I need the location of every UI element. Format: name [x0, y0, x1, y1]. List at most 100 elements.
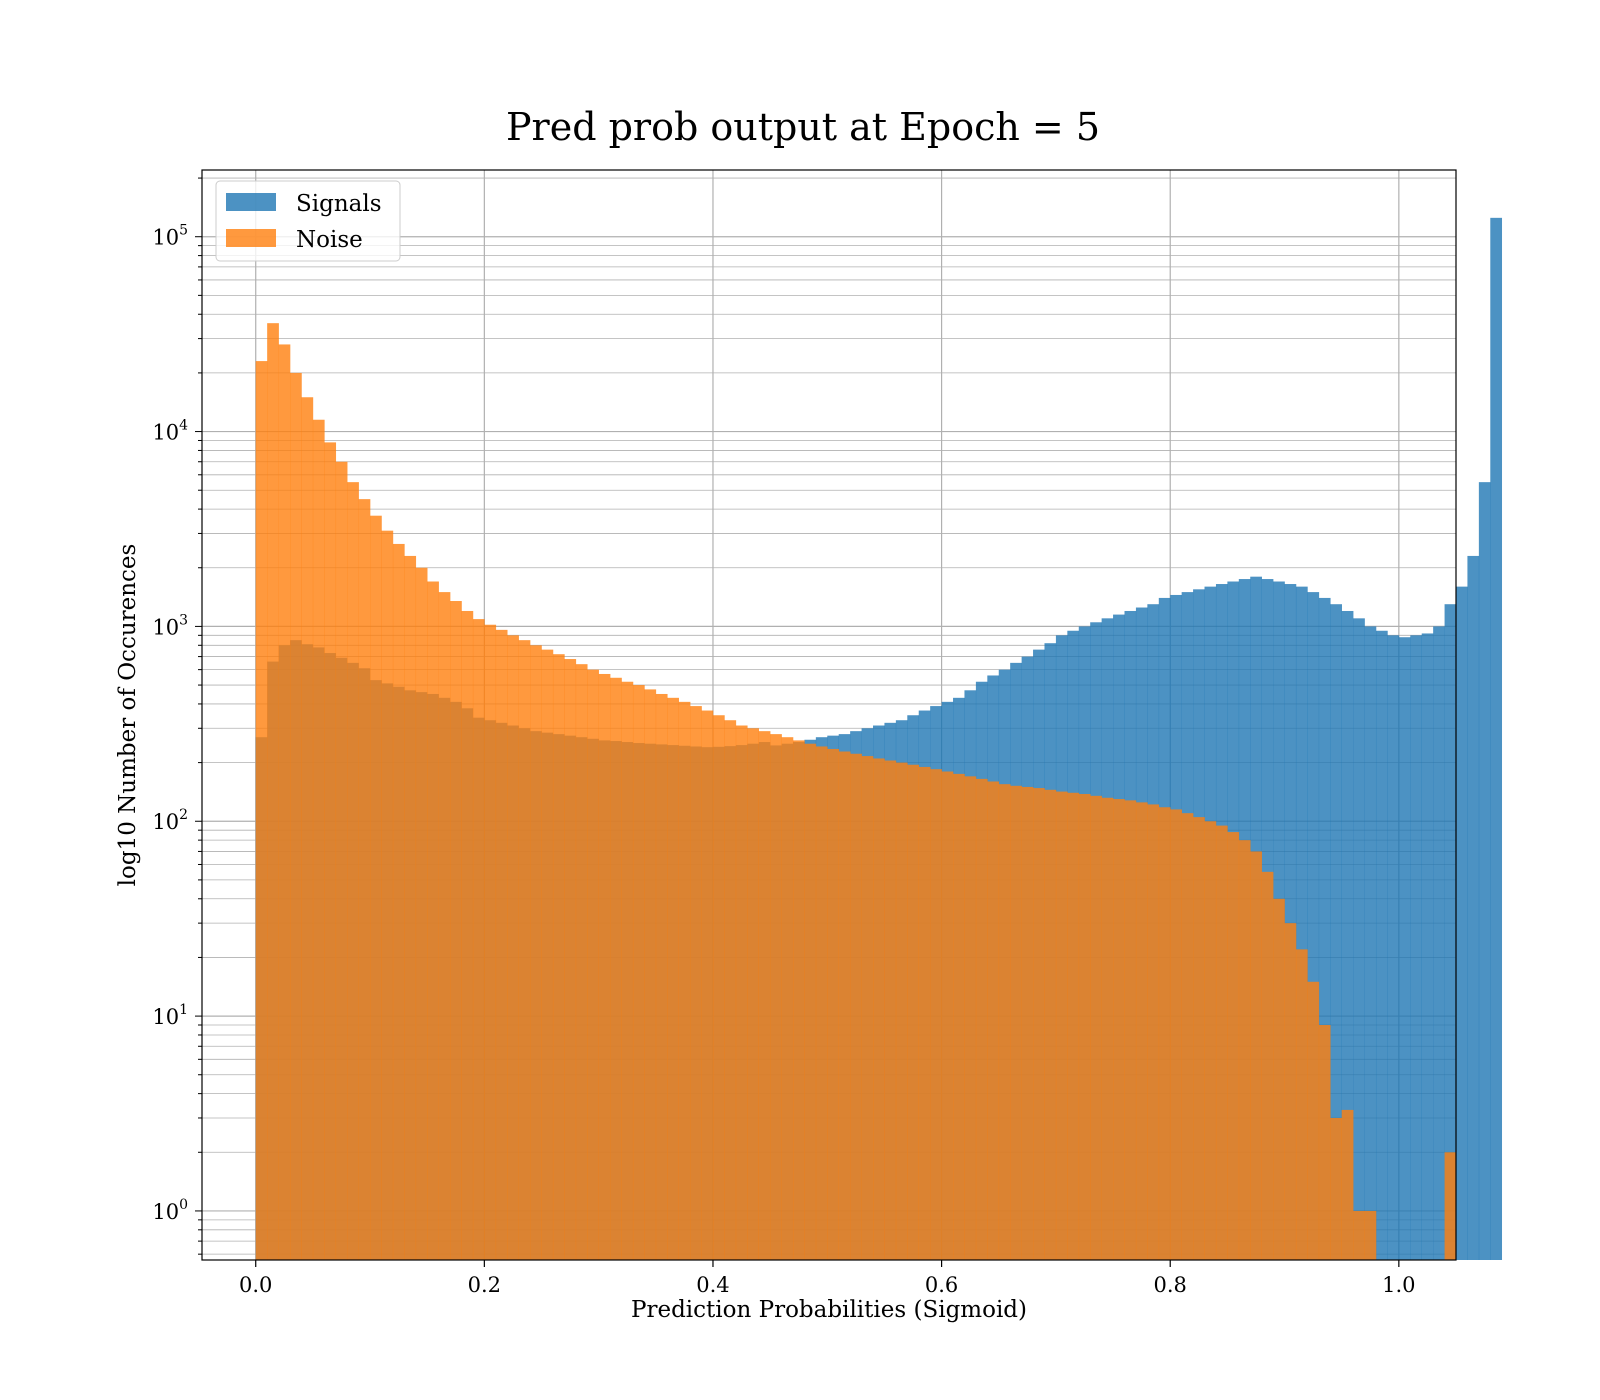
histogram-bar [792, 740, 805, 1260]
histogram-bar [747, 728, 759, 1260]
histogram-bar [484, 624, 497, 1260]
histogram-bar [1444, 1152, 1457, 1260]
histogram-bar [678, 701, 691, 1260]
histogram-bar [347, 482, 359, 1260]
histogram-bar [987, 781, 1000, 1260]
y-tick-label-exponent: 5 [179, 223, 188, 239]
histogram-bar [1295, 586, 1308, 1260]
histogram-bar [278, 344, 291, 1260]
y-tick-label-base: 10 [152, 615, 179, 639]
histogram-bar [644, 689, 657, 1260]
histogram-bar [415, 567, 428, 1260]
histogram-bar [712, 715, 725, 1260]
histogram-bar [1055, 791, 1068, 1260]
y-tick-label-base: 10 [152, 1005, 179, 1029]
histogram-bar [598, 673, 611, 1260]
histogram-bar [610, 677, 622, 1260]
histogram-bar [781, 737, 794, 1260]
histogram-bar [621, 681, 634, 1260]
histogram-bars [255, 217, 1503, 1261]
histogram-bar [1341, 1109, 1354, 1260]
histogram-bar [770, 734, 782, 1260]
histogram-bar [1433, 626, 1445, 1260]
histogram-bar [472, 619, 485, 1260]
histogram-bar [1318, 597, 1331, 1260]
histogram-bar [267, 323, 279, 1260]
histogram-bar [335, 461, 348, 1260]
histogram-bar [1364, 626, 1377, 1260]
x-tick-label: 0.4 [696, 1273, 729, 1297]
histogram-bar [427, 581, 439, 1260]
histogram-bar [1215, 825, 1228, 1260]
histogram-bar [964, 776, 977, 1260]
histogram-bar [370, 515, 382, 1260]
x-tick-label: 0.8 [1154, 1273, 1187, 1297]
histogram-bar [392, 543, 405, 1260]
y-tick-label-exponent: 3 [179, 612, 188, 628]
legend-label-signals: Signals [296, 191, 382, 217]
histogram-bar [518, 640, 531, 1260]
histogram-bar [495, 629, 508, 1260]
y-tick-label: 100 [152, 1197, 188, 1224]
x-tick-label: 0.2 [468, 1273, 501, 1297]
histogram-bar [358, 499, 371, 1260]
histogram-bar [1490, 217, 1503, 1261]
histogram-bar [552, 654, 565, 1260]
histogram-bar [312, 419, 325, 1260]
histogram-bar [1295, 949, 1308, 1260]
histogram-bar [1021, 786, 1034, 1260]
x-tick-label: 1.0 [1382, 1273, 1415, 1297]
y-tick-label-base: 10 [152, 226, 179, 250]
histogram-bar [1090, 795, 1102, 1260]
histogram-bar [507, 635, 519, 1260]
histogram-bar [758, 731, 771, 1260]
histogram-bar [1181, 813, 1194, 1260]
histogram-bar [1478, 482, 1491, 1260]
histogram-bar [404, 555, 417, 1260]
histogram-bar [1284, 923, 1297, 1260]
x-axis-ticks: 0.0 0.2 0.4 0.6 0.8 1.0 [239, 1260, 1416, 1297]
histogram-bar [587, 669, 599, 1260]
y-tick-label-base: 10 [152, 1200, 179, 1224]
histogram-bar [1193, 817, 1205, 1260]
histogram-bar [1307, 592, 1320, 1260]
histogram-bar [1284, 584, 1297, 1260]
y-tick-label-exponent: 4 [179, 418, 188, 434]
y-tick-label: 101 [152, 1002, 188, 1029]
histogram-bar [850, 753, 862, 1260]
chart-title: Pred prob output at Epoch = 5 [506, 105, 1100, 149]
legend: Signals Noise [215, 180, 401, 262]
histogram-bar [1067, 792, 1080, 1260]
histogram-bar [907, 764, 920, 1260]
histogram-bar [884, 760, 897, 1260]
histogram-bar [450, 601, 462, 1260]
histogram-bar [918, 766, 931, 1260]
histogram-bar [632, 685, 645, 1260]
histogram-bar [290, 372, 302, 1260]
x-axis-label: Prediction Probabilities (Sigmoid) [631, 1297, 1027, 1323]
histogram-bar [873, 758, 885, 1260]
histogram-bar [461, 610, 474, 1260]
histogram-bar [861, 756, 874, 1260]
x-tick-label: 0.0 [239, 1273, 272, 1297]
series-noise-bars [255, 323, 1457, 1261]
y-tick-label: 103 [152, 612, 188, 639]
y-axis-label: log10 Number of Occurences [115, 544, 141, 887]
y-tick-label: 104 [152, 418, 188, 445]
histogram-bar [815, 746, 828, 1260]
histogram-bar [1353, 1210, 1365, 1260]
histogram-bar [998, 784, 1011, 1260]
histogram-bar [1147, 804, 1160, 1260]
y-tick-label-base: 10 [152, 810, 179, 834]
histogram-bar [301, 397, 314, 1260]
histogram-bar [1307, 981, 1320, 1260]
histogram-bar [575, 664, 588, 1260]
histogram-bar [1330, 1117, 1342, 1260]
histogram-bar [1444, 604, 1457, 1260]
histogram-bar [1410, 635, 1423, 1260]
y-tick-label-exponent: 1 [179, 1002, 188, 1018]
histogram-bar [701, 710, 714, 1260]
y-tick-label: 105 [152, 223, 188, 250]
histogram-bar [1467, 555, 1480, 1260]
